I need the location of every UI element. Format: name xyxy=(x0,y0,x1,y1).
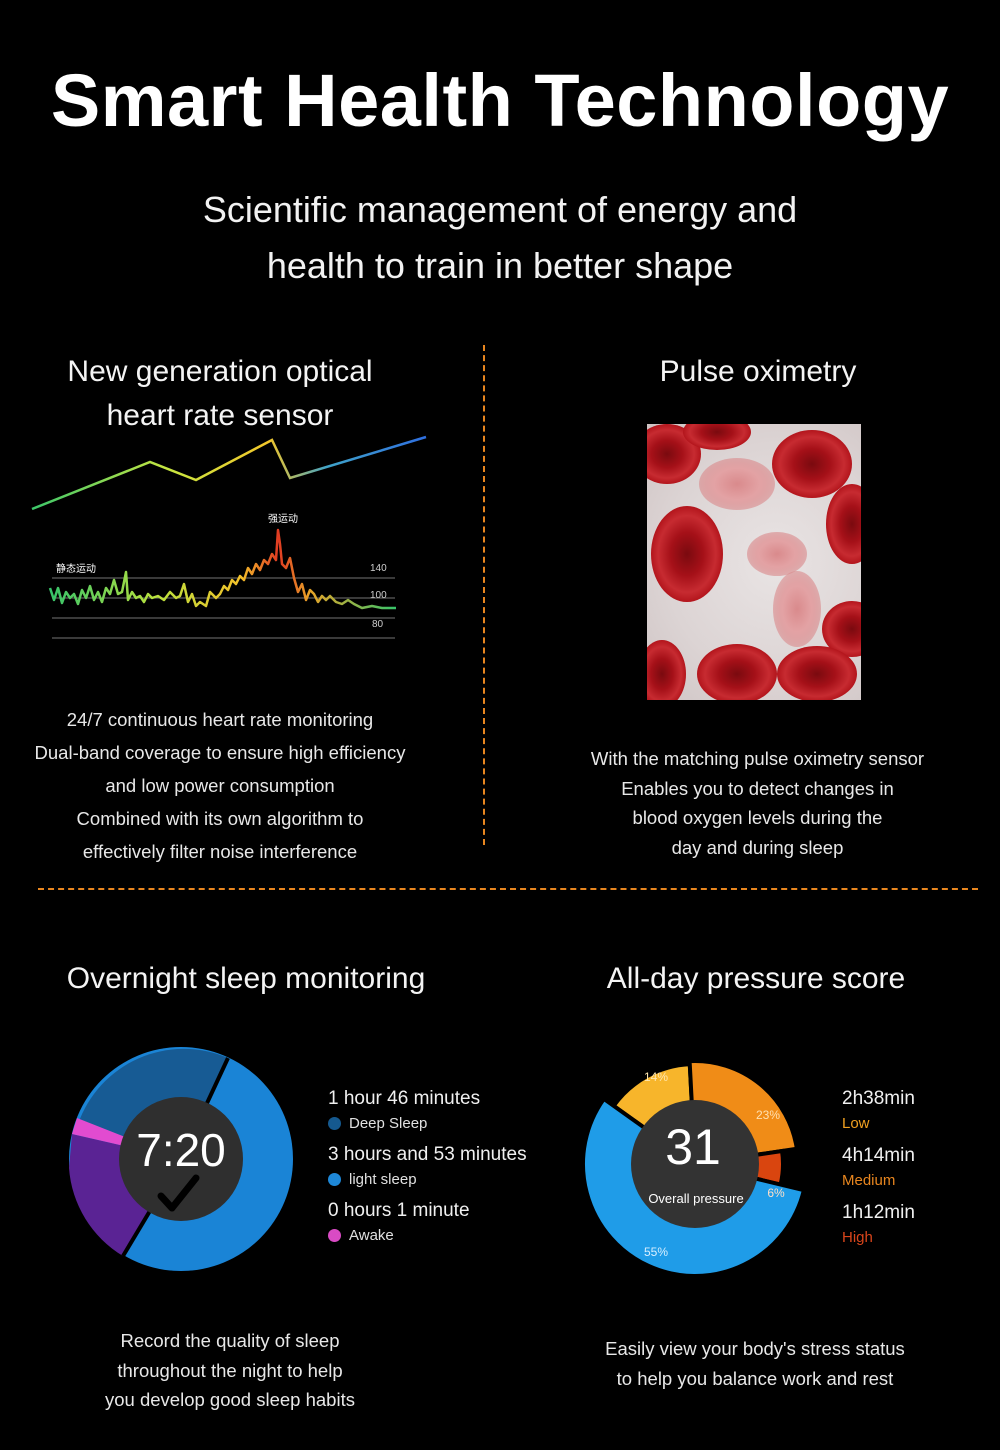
slice-label: 55% xyxy=(644,1245,668,1259)
sleep-legend-item: 0 hours 1 minute Awake xyxy=(328,1200,527,1244)
heart-rate-title: New generation optical heart rate sensor xyxy=(20,350,420,438)
sleep-monitoring-title: Overnight sleep monitoring xyxy=(66,962,426,995)
vertical-divider xyxy=(483,345,485,845)
description-line: Dual-band coverage to ensure high effici… xyxy=(34,742,406,763)
blood-cells-illustration xyxy=(647,424,861,700)
heart-title-line: heart rate sensor xyxy=(106,399,334,432)
pressure-legend-time: 1h12min xyxy=(842,1202,915,1223)
description-line: blood oxygen levels during the xyxy=(632,807,883,828)
description-line: With the matching pulse oximetry sensor xyxy=(590,748,925,769)
sleep-legend: 1 hour 46 minutes Deep Sleep 3 hours and… xyxy=(328,1088,527,1244)
horizontal-divider xyxy=(38,888,978,890)
ecg-tick: 140 xyxy=(370,563,387,574)
sleep-legend-item: 1 hour 46 minutes Deep Sleep xyxy=(328,1088,527,1132)
description-line: day and during sleep xyxy=(671,836,844,858)
pressure-score-label: Overall pressure xyxy=(648,1191,743,1206)
sleep-legend-item: 3 hours and 53 minutes light sleep xyxy=(328,1144,527,1188)
description-line: Record the quality of sleep xyxy=(120,1330,340,1351)
pressure-level-medium: Medium xyxy=(842,1172,896,1189)
description-line: 24/7 continuous heart rate monitoring xyxy=(66,709,374,730)
sleep-center-dial xyxy=(119,1097,243,1221)
heart-rate-description: 24/7 continuous heart rate monitoring Du… xyxy=(20,703,420,868)
ecg-tick: 100 xyxy=(370,590,387,601)
slice-label: 14% xyxy=(644,1070,668,1084)
page-subtitle: Scientific management of energy and heal… xyxy=(150,182,850,294)
description-line: throughout the night to help xyxy=(117,1359,343,1381)
pressure-center-dial xyxy=(631,1100,759,1228)
light-sleep-dot-icon xyxy=(328,1173,341,1186)
sleep-ring-chart: 7:20 xyxy=(69,1047,293,1271)
pressure-legend: 2h38min Low 4h14min Medium 1h12min High xyxy=(842,1088,915,1246)
awake-dot-icon xyxy=(328,1229,341,1242)
description-line: Easily view your body's stress status xyxy=(605,1338,905,1359)
ecg-label-static: 静态运动 xyxy=(56,562,96,575)
description-line: and low power consumption xyxy=(105,775,335,796)
pressure-score-title: All-day pressure score xyxy=(606,962,906,995)
pressure-legend-item: 2h38min Low xyxy=(842,1088,915,1132)
sleep-legend-label: Awake xyxy=(349,1227,394,1244)
checkmark-icon xyxy=(157,1174,200,1212)
pressure-legend-time: 2h38min xyxy=(842,1088,915,1109)
pressure-legend-item: 1h12min High xyxy=(842,1202,915,1246)
pulse-oximetry-description: With the matching pulse oximetry sensor … xyxy=(560,744,955,862)
description-line: effectively filter noise interference xyxy=(82,841,358,862)
sleep-description: Record the quality of sleep throughout t… xyxy=(30,1326,430,1415)
slice-label: 6% xyxy=(767,1186,785,1200)
heart-rate-trend-line xyxy=(31,435,427,511)
sleep-legend-time: 3 hours and 53 minutes xyxy=(328,1144,527,1165)
pressure-legend-time: 4h14min xyxy=(842,1145,915,1166)
pressure-level-low: Low xyxy=(842,1115,870,1132)
sleep-legend-label: light sleep xyxy=(349,1171,417,1188)
slice-label: 23% xyxy=(756,1108,780,1122)
description-line: you develop good sleep habits xyxy=(105,1389,355,1410)
pressure-description: Easily view your body's stress status to… xyxy=(555,1334,955,1393)
heart-title-line: New generation optical xyxy=(67,355,373,388)
sleep-center-time: 7:20 xyxy=(136,1124,226,1176)
sleep-legend-time: 1 hour 46 minutes xyxy=(328,1088,481,1109)
description-line: Combined with its own algorithm to xyxy=(76,808,364,829)
deep-sleep-dot-icon xyxy=(328,1117,341,1130)
red-blood-cells-image xyxy=(647,424,861,700)
pressure-legend-item: 4h14min Medium xyxy=(842,1145,915,1189)
sleep-legend-time: 0 hours 1 minute xyxy=(328,1200,470,1221)
pulse-oximetry-title: Pulse oximetry xyxy=(659,355,857,388)
subtitle-line: Scientific management of energy and xyxy=(202,189,798,230)
description-line: Enables you to detect changes in xyxy=(621,777,894,799)
subtitle-line: health to train in better shape xyxy=(266,245,734,286)
pressure-donut-chart: 31 Overall pressure 14% 23% 6% 55% xyxy=(582,1059,807,1278)
description-line: to help you balance work and rest xyxy=(616,1367,894,1389)
page-title: Smart Health Technology xyxy=(50,59,950,142)
pressure-score: 31 xyxy=(665,1119,721,1175)
ecg-tick: 80 xyxy=(372,619,384,630)
sleep-legend-label: Deep Sleep xyxy=(349,1115,428,1132)
pressure-level-high: High xyxy=(842,1229,873,1246)
ecg-label-strong: 强运动 xyxy=(268,513,298,525)
ecg-chart: 强运动 静态运动 140 100 80 xyxy=(48,513,397,668)
